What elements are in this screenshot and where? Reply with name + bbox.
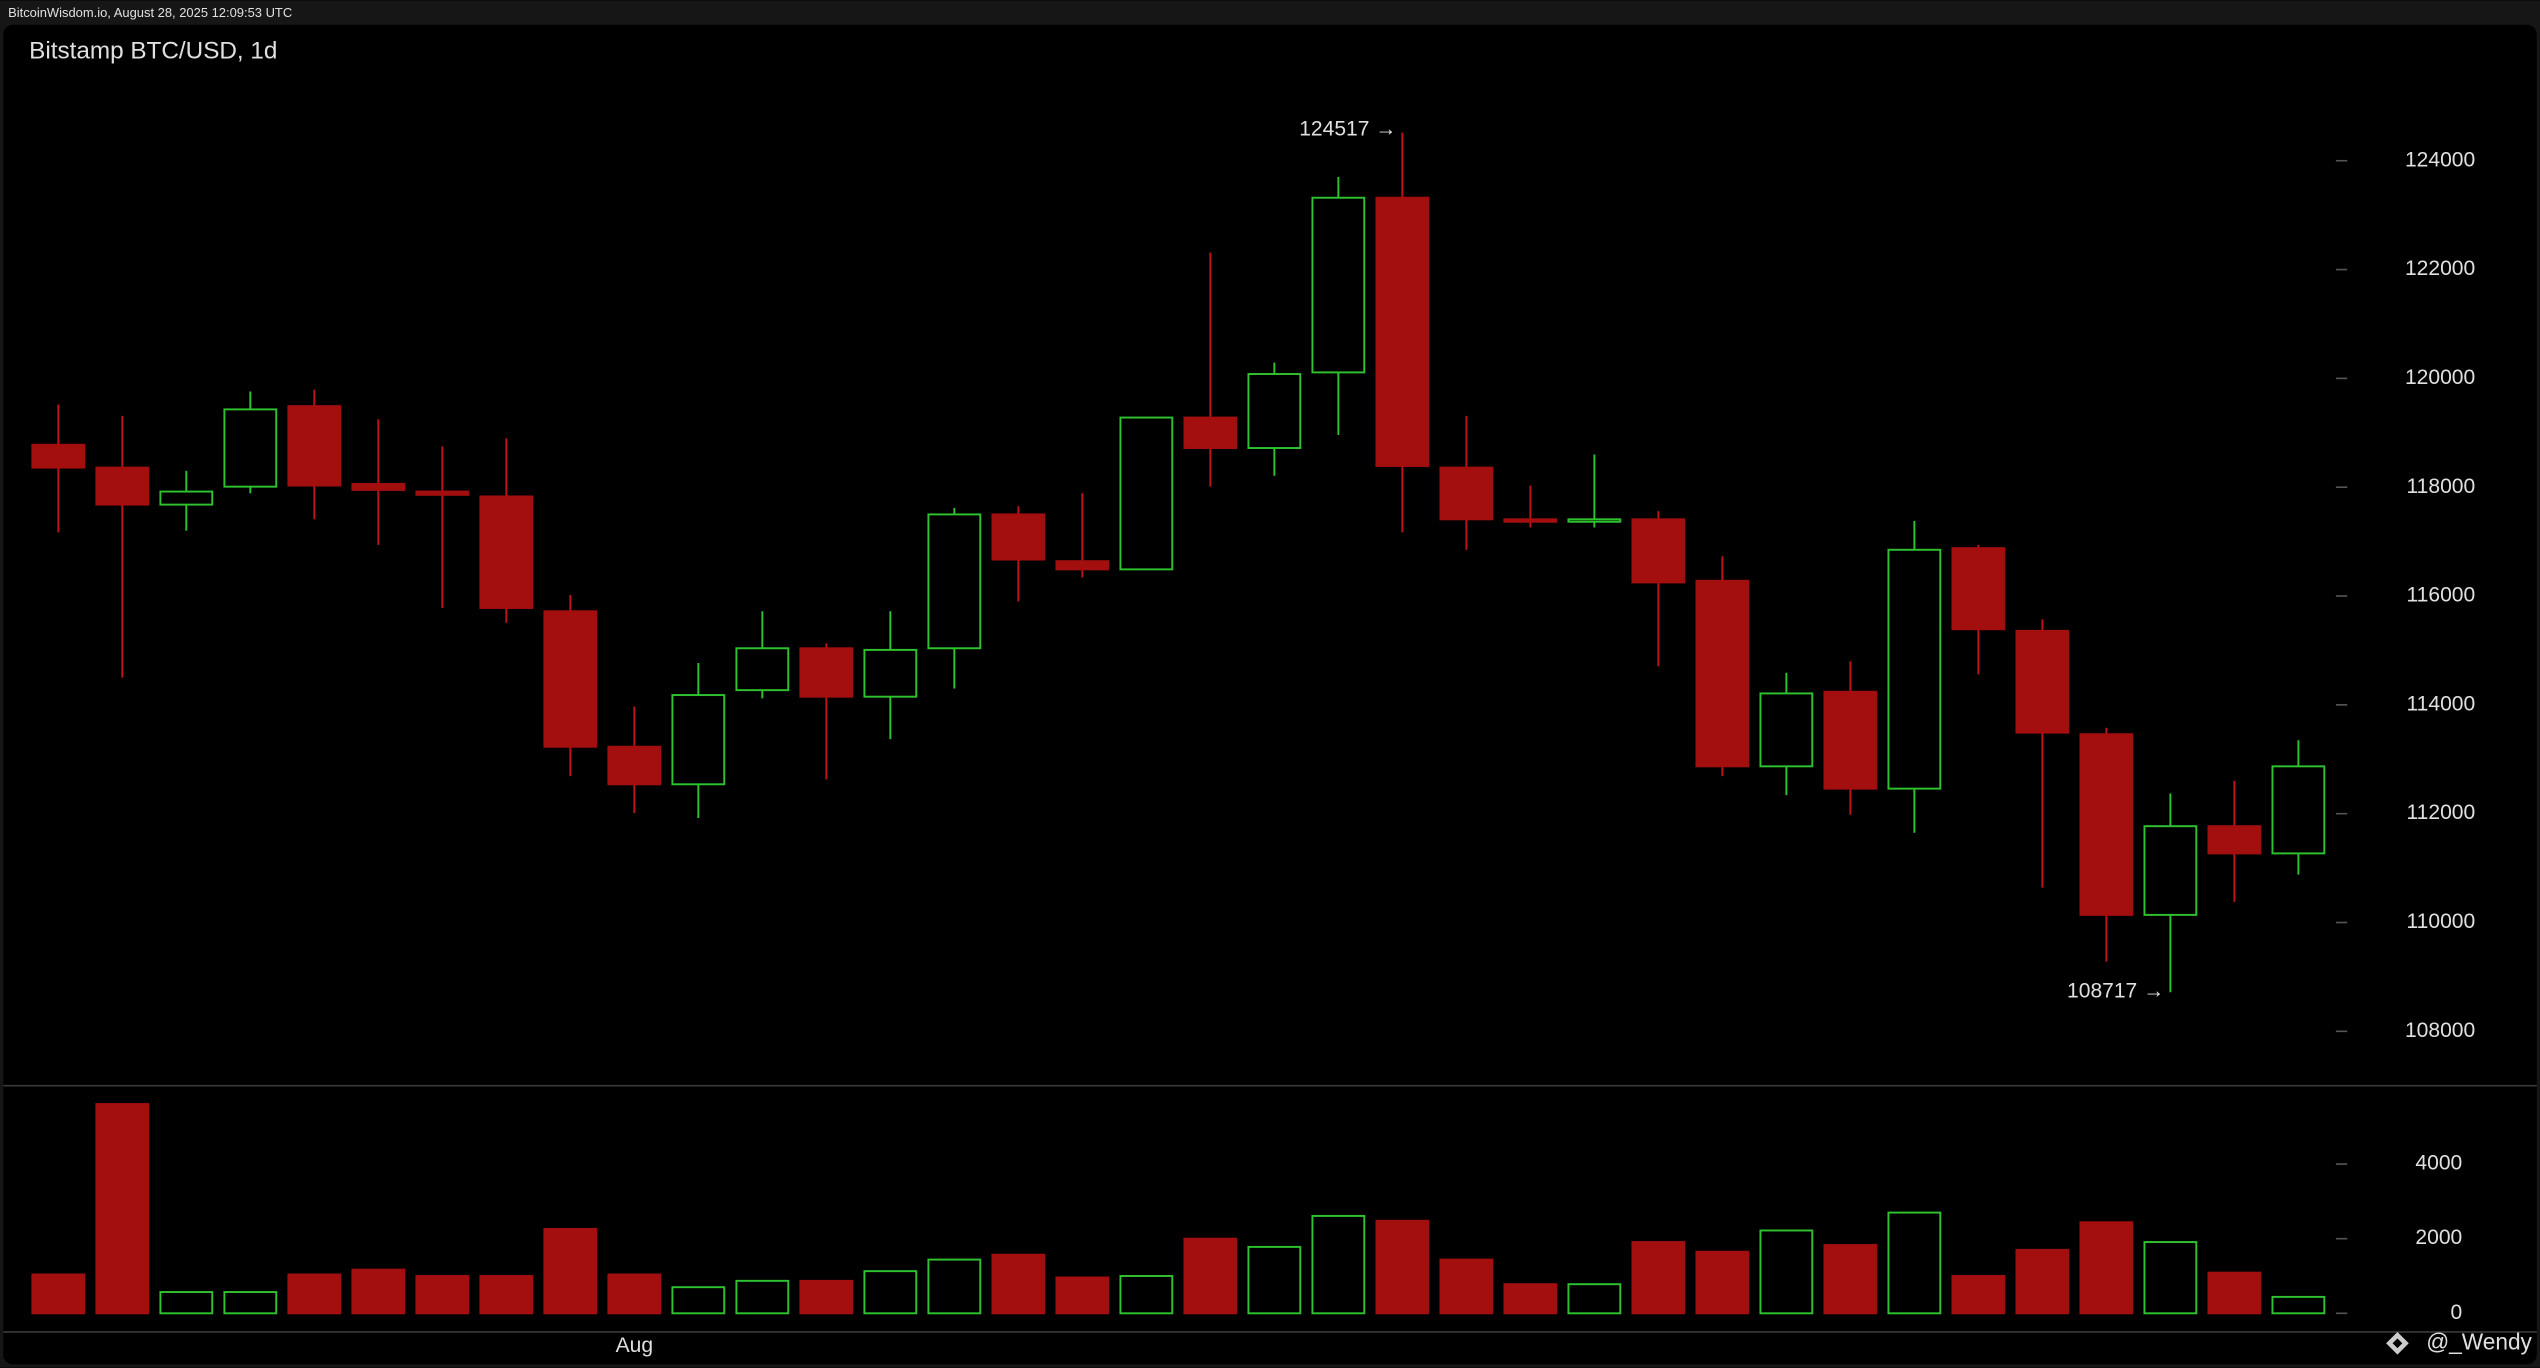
volume-bar xyxy=(1119,1275,1174,1315)
candle-body xyxy=(2015,629,2070,734)
candle-body xyxy=(863,648,918,698)
y-tick-label: 120000 xyxy=(2405,366,2475,389)
volume-bar xyxy=(2207,1271,2262,1315)
candle-body xyxy=(351,482,406,491)
chart-title: Bitstamp BTC/USD, 1d xyxy=(29,38,277,65)
volume-bar xyxy=(863,1270,918,1315)
candle-body xyxy=(1055,560,1110,571)
chart-panel xyxy=(3,24,2537,1365)
volume-bar xyxy=(1247,1245,1302,1315)
candle-body xyxy=(1631,518,1686,584)
candle-body xyxy=(479,495,534,609)
high-annotation: 124517 → xyxy=(1299,118,1396,141)
volume-bar xyxy=(1439,1258,1494,1315)
candle-body xyxy=(607,745,662,786)
volume-bar xyxy=(479,1275,534,1315)
low-annotation: 108717 → xyxy=(2067,979,2164,1002)
volume-bar xyxy=(31,1273,86,1315)
volume-bar xyxy=(607,1273,662,1315)
volume-bar xyxy=(735,1279,790,1315)
candle-body xyxy=(223,408,278,488)
volume-bar xyxy=(1567,1283,1622,1315)
volume-bar xyxy=(2079,1221,2134,1315)
candle-body xyxy=(31,443,86,469)
candle-body xyxy=(1567,518,1622,523)
candle-body xyxy=(1887,548,1942,790)
candle-body xyxy=(1375,196,1430,467)
header: BitcoinWisdom.io, August 28, 2025 12:09:… xyxy=(8,5,292,20)
candle-body xyxy=(2143,825,2198,916)
volume-bar xyxy=(223,1291,278,1315)
watermark-icon xyxy=(2386,1331,2409,1355)
volume-bar xyxy=(1823,1244,1878,1315)
volume-bar xyxy=(1951,1275,2006,1315)
volume-bar xyxy=(1183,1237,1238,1315)
y-tick-label: 110000 xyxy=(2407,910,2476,933)
volume-bar xyxy=(1503,1283,1558,1315)
watermark: @_Wendy xyxy=(2426,1328,2532,1354)
volume-bar xyxy=(671,1286,726,1315)
volume-bar xyxy=(95,1103,150,1315)
volume-bar xyxy=(1055,1276,1110,1315)
candle-body xyxy=(1695,579,1750,768)
volume-bar xyxy=(1311,1214,1366,1315)
y-tick-label: 122000 xyxy=(2405,257,2475,280)
volume-bar xyxy=(543,1228,598,1315)
candle-body xyxy=(991,513,1046,561)
volume-bar xyxy=(2271,1295,2326,1315)
volume-bar xyxy=(1759,1229,1814,1315)
candle-body xyxy=(1119,416,1174,571)
candle-body xyxy=(1247,373,1302,449)
candle-body xyxy=(799,647,854,698)
candle-body xyxy=(95,466,150,506)
candle-body xyxy=(1759,692,1814,768)
volume-bar xyxy=(159,1291,214,1315)
volume-bar xyxy=(1631,1241,1686,1315)
volume-bar xyxy=(991,1253,1046,1315)
y-tick-label: 112000 xyxy=(2407,801,2476,824)
candle-body xyxy=(2271,765,2326,855)
candle-body xyxy=(159,490,214,506)
candle-body xyxy=(1503,518,1558,523)
volume-bar xyxy=(351,1268,406,1315)
candle-body xyxy=(1439,466,1494,521)
candle-body xyxy=(1823,690,1878,790)
volume-tick-label: 0 xyxy=(2451,1301,2463,1324)
volume-tick-label: 2000 xyxy=(2415,1226,2462,1249)
candle-body xyxy=(1951,547,2006,631)
y-tick-label: 118000 xyxy=(2407,475,2476,498)
y-tick-label: 116000 xyxy=(2407,584,2476,607)
candle-body xyxy=(415,490,470,496)
y-tick-label: 114000 xyxy=(2407,692,2476,715)
volume-bar xyxy=(799,1279,854,1315)
candle-body xyxy=(1183,416,1238,449)
candle-body xyxy=(1311,196,1366,374)
x-tick-label: Aug xyxy=(616,1334,653,1357)
candle-body xyxy=(2079,733,2134,916)
volume-bar xyxy=(287,1273,342,1315)
candle-body xyxy=(287,405,342,487)
candle-body xyxy=(2207,825,2262,855)
y-tick-label: 124000 xyxy=(2405,148,2475,171)
candle-body xyxy=(735,647,790,692)
volume-bar xyxy=(1887,1211,1942,1315)
volume-bar xyxy=(1695,1250,1750,1315)
volume-bar xyxy=(1375,1219,1430,1315)
volume-bar xyxy=(2143,1241,2198,1315)
candle-body xyxy=(671,694,726,786)
candle-body xyxy=(927,513,982,650)
volume-bar xyxy=(415,1275,470,1315)
candle-body xyxy=(543,610,598,748)
volume-bar xyxy=(2015,1248,2070,1315)
volume-tick-label: 4000 xyxy=(2415,1152,2462,1175)
volume-bar xyxy=(927,1258,982,1315)
y-tick-label: 108000 xyxy=(2405,1019,2475,1042)
